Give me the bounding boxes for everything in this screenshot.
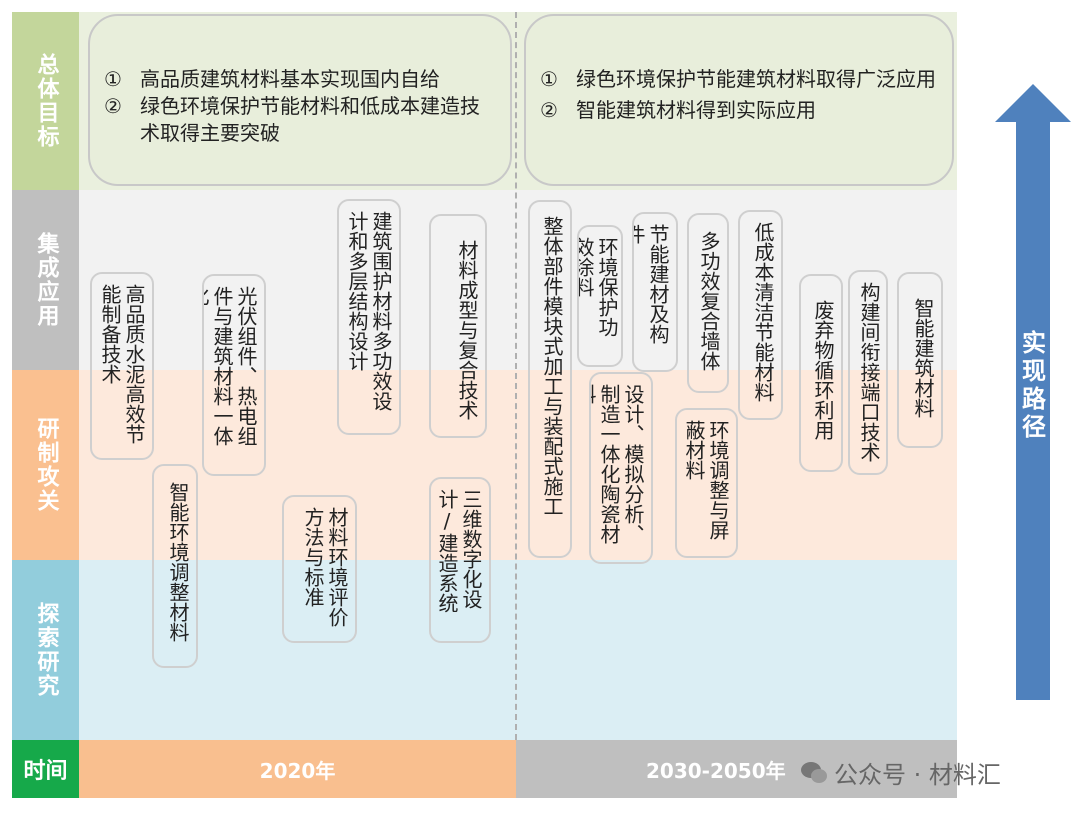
task-box: 智能建筑材料 <box>897 272 943 448</box>
task-box: 废弃物循环利用 <box>799 274 843 472</box>
watermark-text: 公众号 · 材料汇 <box>834 761 1001 789</box>
goal-item: ① 绿色环境保护节能建筑材料取得广泛应用 <box>540 66 938 93</box>
research-row-bg <box>79 560 957 740</box>
goal-item: ② 智能建筑材料得到实际应用 <box>540 97 938 124</box>
row-label-time: 时间 <box>12 740 79 798</box>
task-box: 低成本清洁节能材料 <box>738 210 783 420</box>
goal-box-2020: ① 高品质建筑材料基本实现国内自给 ② 绿色环境保护节能材料和低成本建造技术取得主要… <box>88 14 512 186</box>
goal-number: ① <box>104 67 122 91</box>
task-box: 智能环境调整材料 <box>152 464 198 668</box>
task-box: 设计、模拟分析、制造一体化陶瓷材料 <box>589 372 653 564</box>
task-box: 光伏组件、热电组件与建筑材料一体化 <box>202 274 266 476</box>
task-box: 环境保护功效涂料 <box>577 225 623 367</box>
task-box: 环境调整与屏蔽材料 <box>675 408 738 558</box>
wechat-icon <box>801 761 827 783</box>
task-box: 建筑围护材料多功效设计和多层结构设计 <box>337 199 401 435</box>
period-2030-2050: 2030-2050年 <box>516 740 957 798</box>
task-box: 材料成型与复合技术 <box>429 214 487 438</box>
task-box: 材料环境评价方法与标准 <box>282 495 357 643</box>
task-box: 节能建材及构件 <box>632 212 678 372</box>
goal-text: 智能建筑材料得到实际应用 <box>576 98 816 122</box>
watermark: 公众号 · 材料汇 <box>800 755 1001 790</box>
period-divider <box>515 12 517 740</box>
task-box: 高品质水泥高效节能制备技术 <box>90 272 154 460</box>
row-label-integration: 集成应用 <box>12 190 79 370</box>
goal-number: ① <box>540 67 558 91</box>
goal-number: ② <box>540 98 558 122</box>
row-label-research: 探索研究 <box>12 560 79 740</box>
goal-item: ① 高品质建筑材料基本实现国内自给 <box>104 66 496 93</box>
goal-text: 绿色环境保护节能建筑材料取得广泛应用 <box>576 67 936 91</box>
row-label-development: 研制攻关 <box>12 370 79 560</box>
goal-item: ② 绿色环境保护节能材料和低成本建造技术取得主要突破 <box>104 93 496 147</box>
goal-box-2030-2050: ① 绿色环境保护节能建筑材料取得广泛应用 ② 智能建筑材料得到实际应用 <box>524 14 954 186</box>
goal-text: 绿色环境保护节能材料和低成本建造技术取得主要突破 <box>140 94 480 145</box>
arrow-label: 实现路径 <box>1017 330 1046 442</box>
task-box: 三维数字化设计/建造系统 <box>429 477 491 643</box>
goal-text: 高品质建筑材料基本实现国内自给 <box>140 67 440 91</box>
task-box: 多功效复合墙体 <box>687 213 729 393</box>
row-label-goals: 总体目标 <box>12 12 79 190</box>
period-2020: 2020年 <box>79 740 516 798</box>
task-box: 整体部件模块式加工与装配式施工 <box>528 200 572 558</box>
up-arrow-icon <box>995 84 1071 700</box>
task-box: 构建间衔接端口技术 <box>848 270 888 475</box>
goal-number: ② <box>104 94 122 118</box>
